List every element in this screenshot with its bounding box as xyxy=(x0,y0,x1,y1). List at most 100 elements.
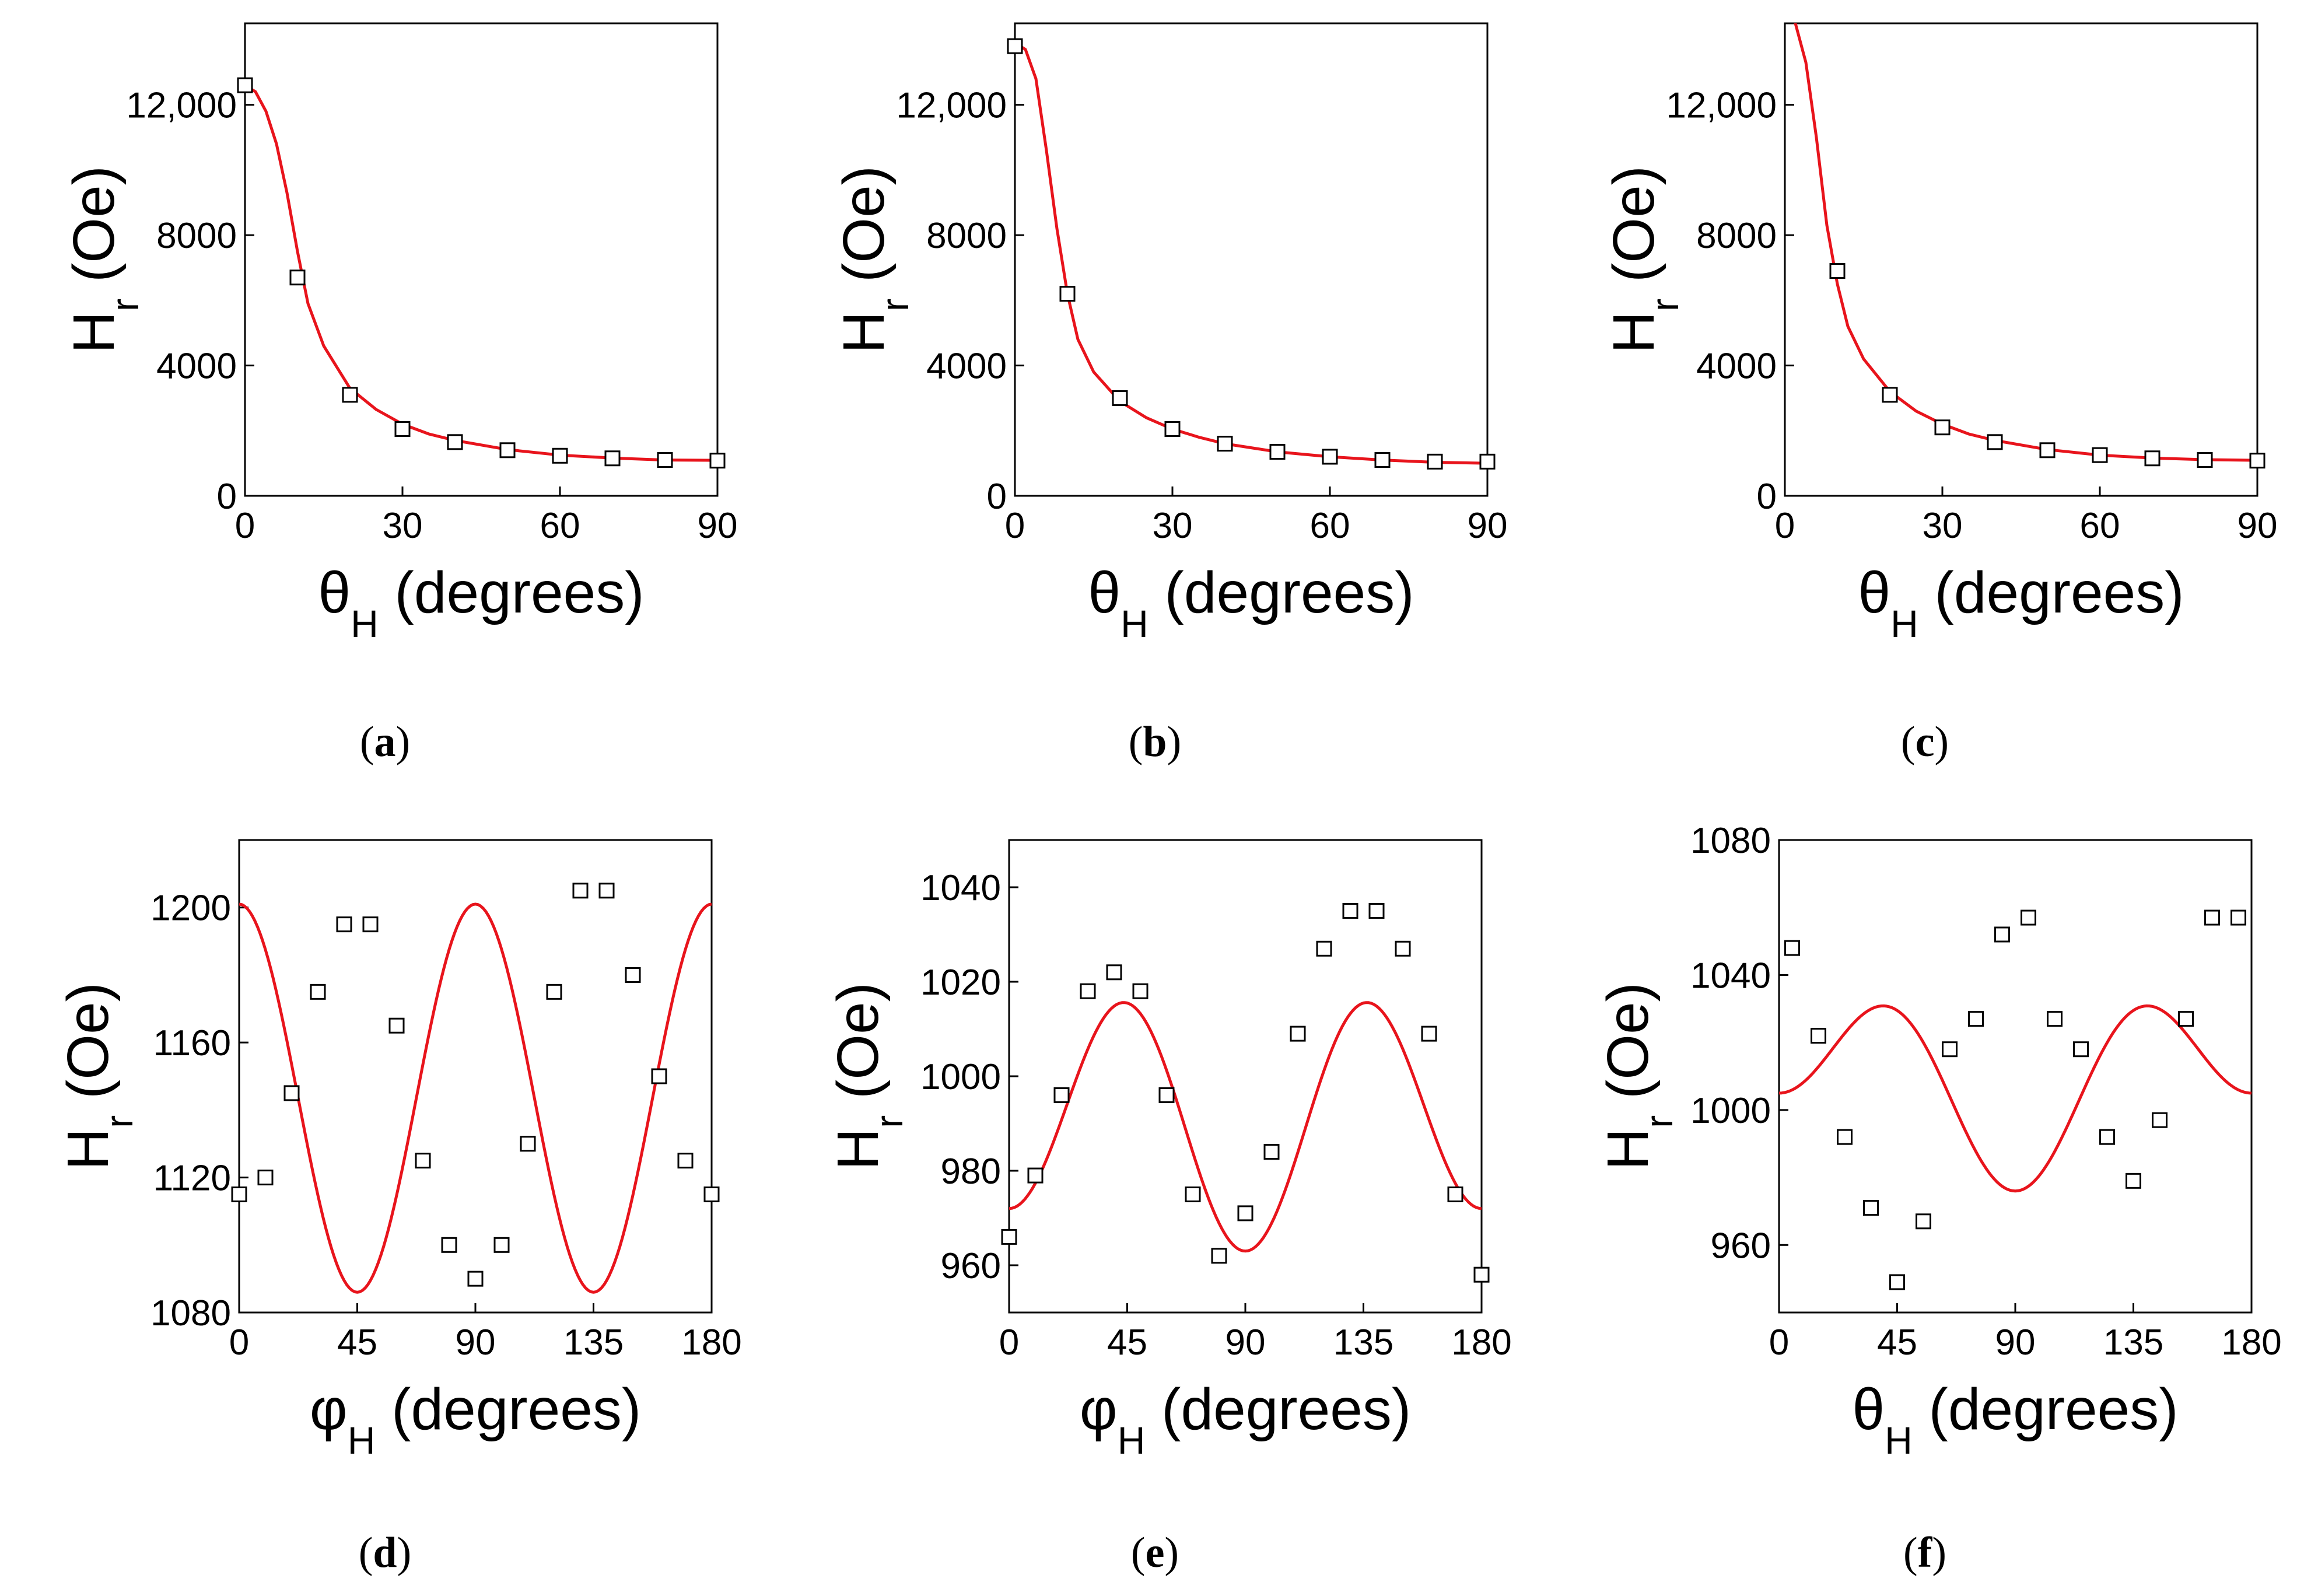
y-axis-label: Hr (Oe) xyxy=(825,982,911,1170)
y-tick-label: 8000 xyxy=(1696,216,1777,256)
x-tick-label: 135 xyxy=(1333,1322,1393,1363)
data-point xyxy=(415,1153,431,1169)
data-point xyxy=(598,883,615,899)
data-point xyxy=(2152,1112,2168,1128)
x-tick-label: 90 xyxy=(698,506,738,546)
x-axis-label: φH (degrees) xyxy=(1080,1377,1411,1462)
y-tick-label: 960 xyxy=(941,1246,1001,1286)
y-tick-label: 1040 xyxy=(1690,956,1771,996)
data-point xyxy=(467,1270,484,1287)
data-point xyxy=(388,1017,405,1034)
y-tick-label: 4000 xyxy=(156,346,237,387)
fit-curve xyxy=(239,902,712,1294)
data-point xyxy=(1027,1167,1044,1184)
y-tick-label: 960 xyxy=(1711,1226,1771,1266)
x-tick-label: 45 xyxy=(1877,1322,1917,1363)
chart-f: 0 45 90 135 180 960 1000 1040 1080 θH (degrees) Hr… xyxy=(1595,821,2282,1462)
chart-a: 0 30 60 90 0 4000 8000 12,000 θH (degrees) Hr (Oe… xyxy=(61,22,737,645)
y-tick-label: 12,000 xyxy=(896,86,1007,126)
data-point xyxy=(1053,1087,1070,1103)
data-point xyxy=(1001,1228,1017,1245)
data-point xyxy=(1185,1186,1201,1202)
data-point xyxy=(1473,1266,1490,1283)
data-point xyxy=(1863,1200,1879,1216)
y-axis-label: Hr (Oe) xyxy=(55,982,141,1170)
y-tick-label: 4000 xyxy=(926,346,1007,387)
chart-e: 0 45 90 135 180 960 980 1000 1020 1040 φH (degrees… xyxy=(825,839,1512,1462)
data-point xyxy=(447,434,463,450)
data-point xyxy=(552,447,568,464)
data-point xyxy=(1217,436,1233,452)
panel-label-f: (f) xyxy=(1903,1529,1946,1577)
y-axis-label: Hr (Oe) xyxy=(61,166,146,354)
data-point xyxy=(546,984,562,1000)
data-point xyxy=(703,1186,720,1202)
data-point xyxy=(1994,926,2010,943)
data-point xyxy=(2204,909,2220,926)
data-point xyxy=(651,1068,667,1084)
y-tick-label: 1000 xyxy=(920,1057,1001,1097)
data-point xyxy=(604,450,621,467)
data-point xyxy=(677,1153,694,1169)
data-point xyxy=(2021,909,2036,926)
data-point xyxy=(493,1237,510,1253)
y-tick-label: 8000 xyxy=(156,216,237,256)
data-point xyxy=(237,77,253,93)
x-tick-label: 60 xyxy=(1310,506,1350,546)
data-point xyxy=(1427,453,1443,470)
x-tick-label: 90 xyxy=(1995,1322,2036,1363)
x-tick-label: 0 xyxy=(235,506,255,546)
y-tick-label: 1160 xyxy=(153,1023,231,1063)
data-point xyxy=(1479,453,1496,470)
y-tick-label: 0 xyxy=(987,477,1007,517)
y-tick-label: 8000 xyxy=(926,216,1007,256)
x-tick-label: 60 xyxy=(2080,506,2120,546)
x-tick-label: 180 xyxy=(681,1322,741,1363)
plot-frame xyxy=(1778,839,2253,1314)
data-point xyxy=(1342,903,1358,919)
y-tick-label: 12,000 xyxy=(126,86,237,126)
data-point xyxy=(709,453,726,469)
data-point xyxy=(2099,1129,2115,1145)
data-point xyxy=(625,967,641,983)
x-tick-label: 90 xyxy=(1225,1322,1266,1363)
data-point xyxy=(1269,444,1286,460)
x-tick-label: 45 xyxy=(1107,1322,1147,1363)
data-point xyxy=(1829,263,1846,279)
data-point xyxy=(2231,909,2246,926)
data-point xyxy=(441,1237,457,1253)
chart-d: 0 45 90 135 180 1080 1120 1160 1200 φH (degrees) H… xyxy=(55,839,742,1462)
data-point xyxy=(1237,1205,1253,1222)
data-point xyxy=(2144,450,2161,467)
fit-curve xyxy=(1015,41,1487,465)
x-tick-label: 180 xyxy=(1451,1322,1511,1363)
fit-curve xyxy=(1009,1001,1482,1253)
fit-curve xyxy=(1794,23,2257,462)
y-tick-label: 980 xyxy=(941,1152,1001,1192)
panel-label-a: (a) xyxy=(359,718,411,766)
data-point xyxy=(283,1085,300,1101)
data-point xyxy=(1158,1087,1175,1103)
fit-curve xyxy=(1779,1004,2252,1193)
y-tick-label: 1020 xyxy=(920,963,1001,1003)
x-tick-label: 90 xyxy=(1468,506,1508,546)
data-point xyxy=(1007,38,1023,54)
data-point xyxy=(1447,1186,1463,1202)
y-tick-label: 1200 xyxy=(150,888,231,929)
data-point xyxy=(1106,964,1122,981)
data-point xyxy=(1784,940,1800,956)
x-axis-label: θH (degrees) xyxy=(1088,560,1414,645)
data-point xyxy=(1322,449,1338,465)
y-tick-label: 12,000 xyxy=(1666,86,1777,126)
x-tick-label: 90 xyxy=(456,1322,496,1363)
data-point xyxy=(231,1186,247,1202)
x-tick-label: 180 xyxy=(2221,1322,2281,1363)
data-point xyxy=(572,883,589,899)
x-tick-label: 135 xyxy=(563,1322,624,1363)
y-tick-label: 1000 xyxy=(1690,1091,1771,1131)
data-point xyxy=(2126,1172,2141,1189)
y-axis-label: Hr (Oe) xyxy=(1601,166,1686,354)
y-tick-label: 0 xyxy=(217,477,237,517)
y-tick-label: 1080 xyxy=(150,1293,231,1334)
